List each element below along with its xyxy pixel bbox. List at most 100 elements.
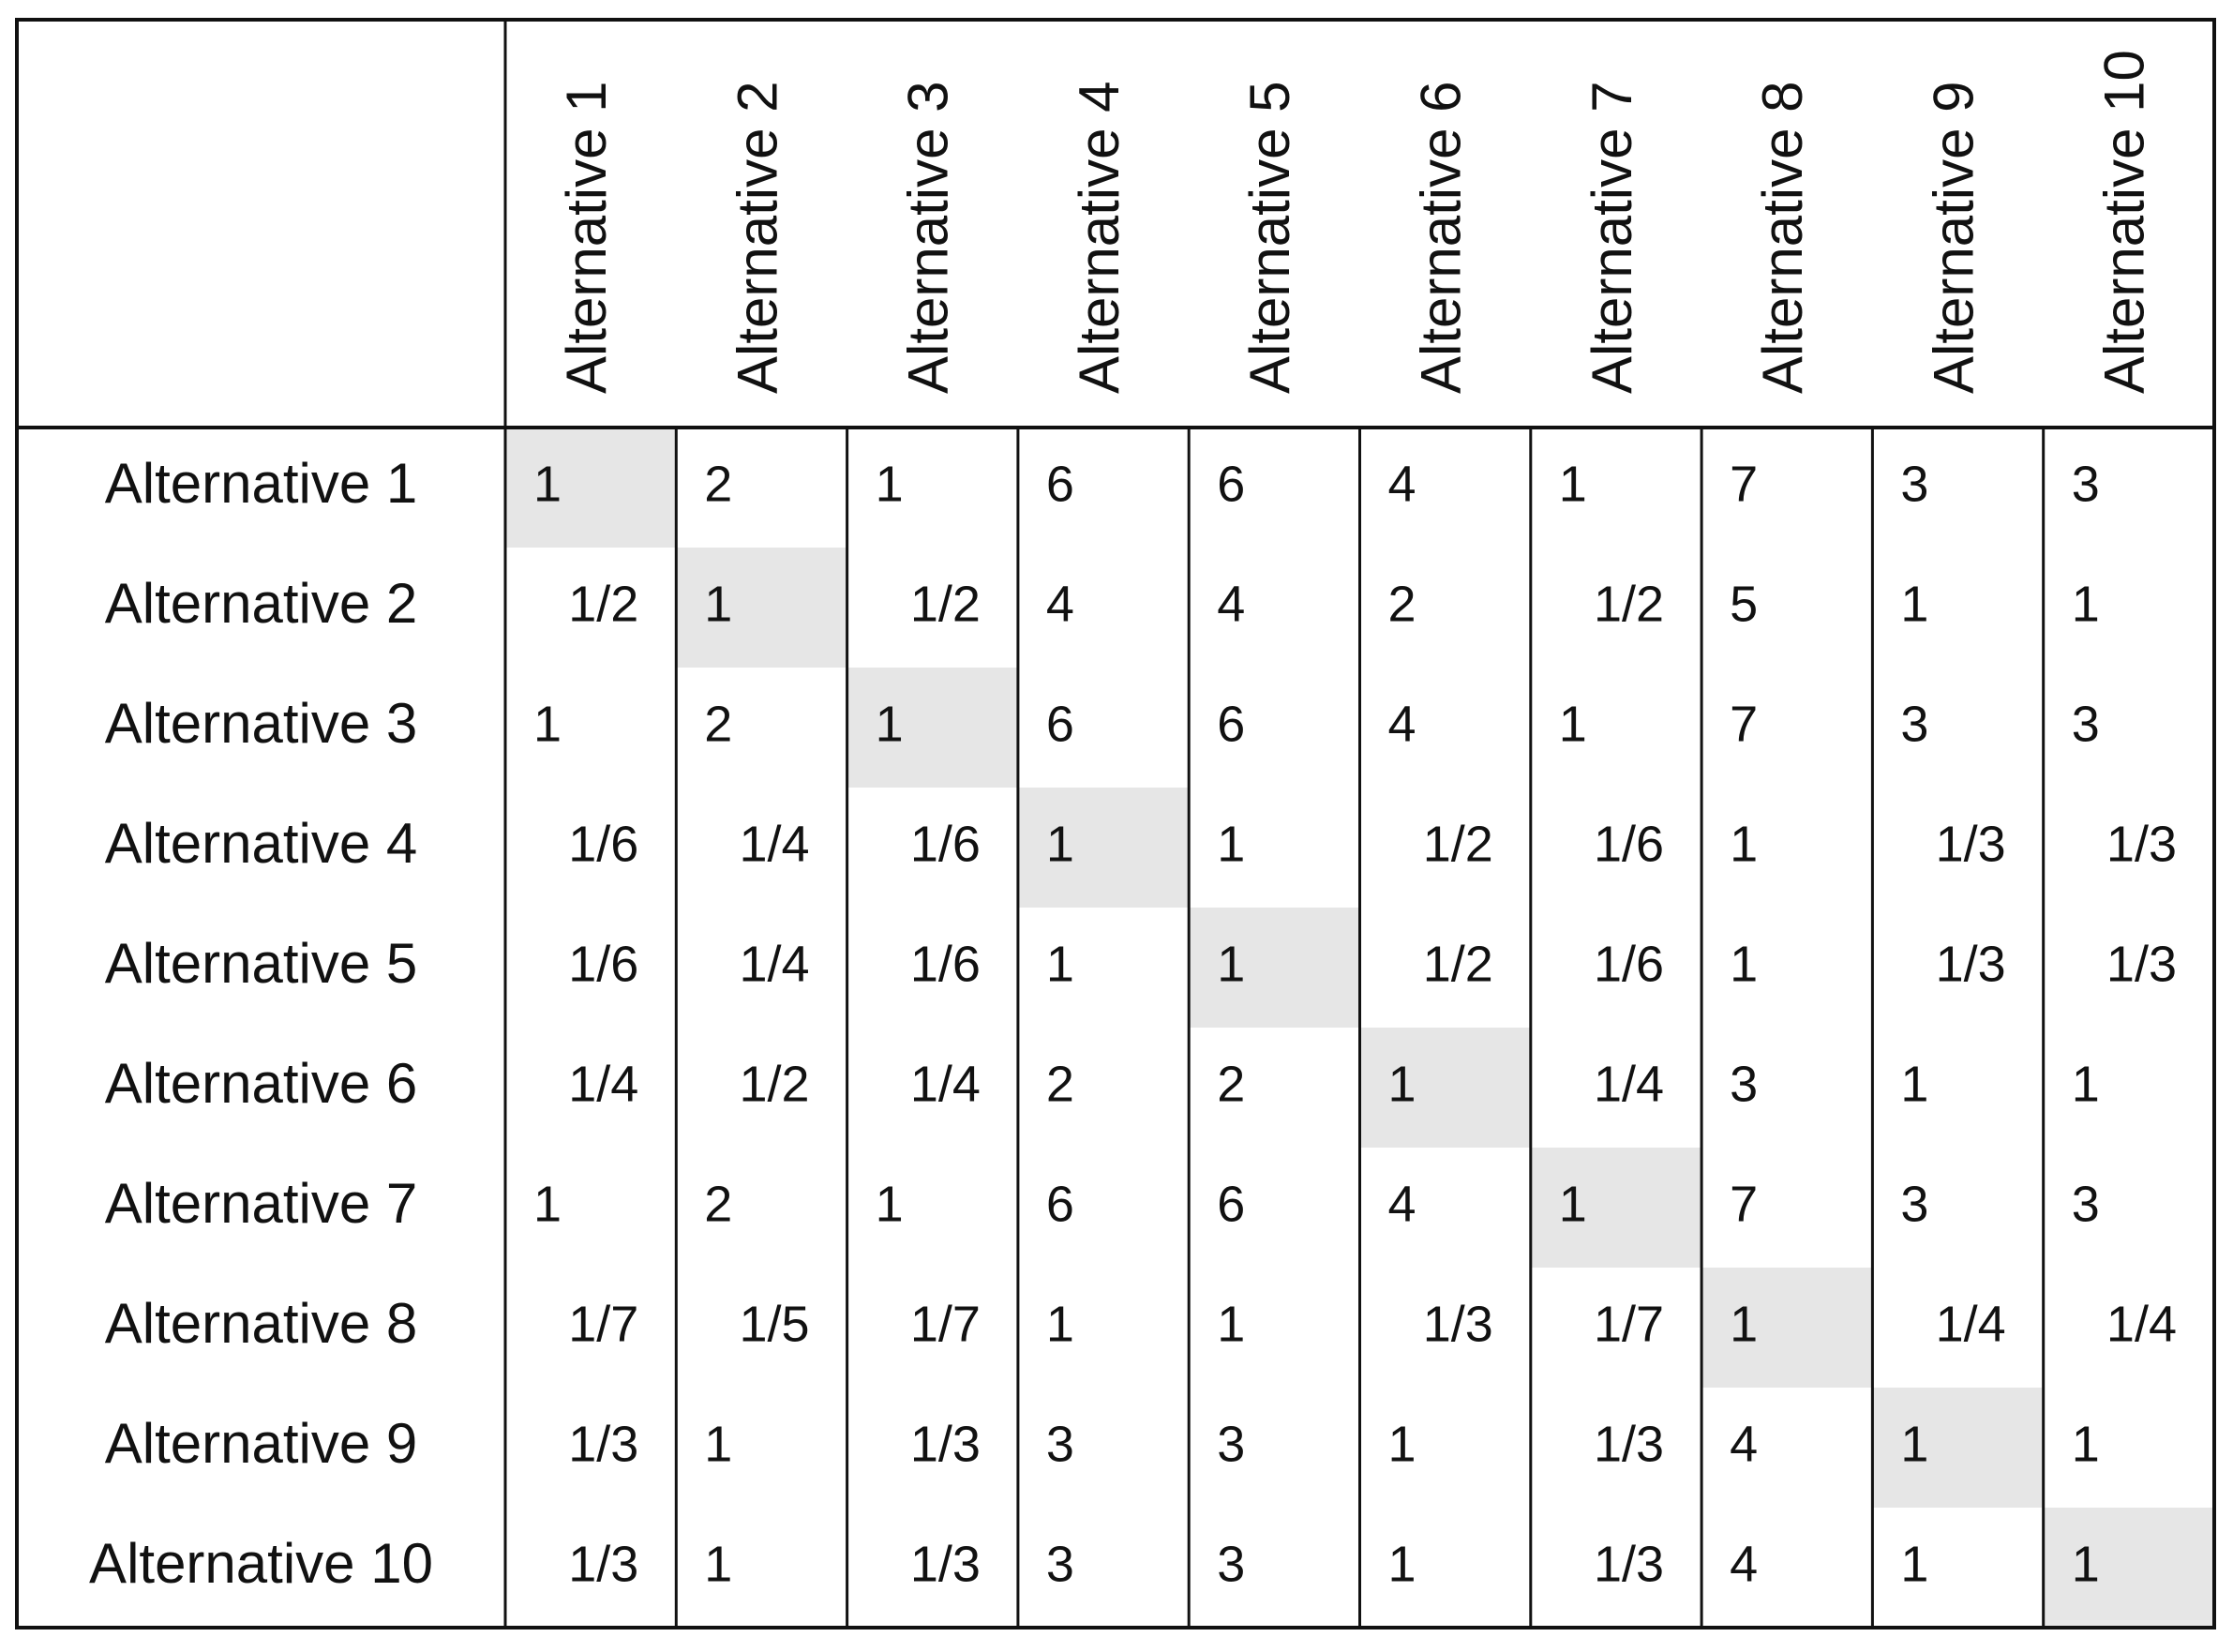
cell-value: 1/3	[1594, 1416, 1664, 1472]
cell-value: 1/4	[1936, 1296, 2006, 1352]
cell-value: 1/6	[1594, 816, 1664, 872]
column-header: Alternative 10	[2093, 50, 2156, 394]
diagonal-shade	[505, 428, 677, 548]
cell-value: 1	[2072, 1416, 2100, 1472]
cell-value: 2	[1046, 1056, 1074, 1112]
cell-value: 1	[2072, 1536, 2100, 1592]
diagonal-shade	[847, 668, 1018, 788]
cell-value: 6	[1046, 1176, 1074, 1232]
cell-value: 7	[1730, 1176, 1758, 1232]
column-header: Alternative 1	[555, 81, 618, 394]
cell-value: 1/3	[1594, 1536, 1664, 1592]
cell-value: 2	[704, 1176, 732, 1232]
cell-value: 1	[704, 1416, 732, 1472]
cell-value: 1/2	[910, 576, 981, 632]
cell-value: 3	[2072, 696, 2100, 752]
cell-value: 1	[876, 1176, 904, 1232]
cell-value: 1	[1900, 576, 1928, 632]
cell-value: 1/2	[1423, 936, 1493, 992]
cell-value: 3	[1217, 1536, 1245, 1592]
row-header: Alternative 10	[89, 1532, 433, 1595]
row-header: Alternative 2	[105, 572, 418, 635]
column-header: Alternative 4	[1068, 81, 1131, 394]
cell-value: 3	[1730, 1056, 1758, 1112]
cell-value: 2	[1217, 1056, 1245, 1112]
cell-value: 3	[1217, 1416, 1245, 1472]
cell-value: 1	[1388, 1536, 1416, 1592]
cell-value: 1/3	[568, 1416, 638, 1472]
cell-value: 1	[1217, 936, 1245, 992]
cell-value: 1	[1046, 1296, 1074, 1352]
cell-value: 1	[1388, 1416, 1416, 1472]
cell-value: 6	[1046, 696, 1074, 752]
row-header: Alternative 3	[105, 692, 418, 755]
cell-value: 1	[1730, 816, 1758, 872]
row-header: Alternative 8	[105, 1292, 418, 1355]
cell-value: 7	[1730, 456, 1758, 512]
cell-value: 4	[1730, 1416, 1758, 1472]
cell-value: 1/3	[568, 1536, 638, 1592]
cell-value: 1/3	[1423, 1296, 1493, 1352]
diagonal-shade	[1872, 1388, 2044, 1508]
column-header: Alternative 2	[726, 81, 788, 394]
cell-value: 1/3	[1936, 936, 2006, 992]
cell-value: 1	[1559, 696, 1587, 752]
cell-value: 1/7	[1594, 1296, 1664, 1352]
cell-value: 1	[1559, 456, 1587, 512]
column-header: Alternative 5	[1238, 81, 1301, 394]
cell-value: 4	[1388, 696, 1416, 752]
cell-value: 1	[1217, 1296, 1245, 1352]
cell-value: 1/6	[1594, 936, 1664, 992]
row-header: Alternative 9	[105, 1412, 418, 1475]
cell-value: 1	[1388, 1056, 1416, 1112]
cell-value: 3	[1900, 456, 1928, 512]
cell-value: 2	[704, 696, 732, 752]
diagonal-shade	[1530, 1148, 1702, 1268]
cell-value: 1	[1900, 1416, 1928, 1472]
cell-value: 1/7	[910, 1296, 981, 1352]
cell-value: 1	[1046, 816, 1074, 872]
cell-value: 4	[1388, 456, 1416, 512]
diagonal-shade	[1189, 908, 1360, 1028]
cell-value: 1/5	[740, 1296, 810, 1352]
cell-value: 1	[1559, 1176, 1587, 1232]
cell-value: 1/4	[2106, 1296, 2177, 1352]
cell-value: 5	[1730, 576, 1758, 632]
cell-value: 4	[1730, 1536, 1758, 1592]
cell-value: 1	[1900, 1536, 1928, 1592]
cell-value: 1	[876, 696, 904, 752]
cell-value: 1/2	[568, 576, 638, 632]
cell-value: 1	[533, 1176, 562, 1232]
cell-value: 4	[1388, 1176, 1416, 1232]
cell-value: 1	[1217, 816, 1245, 872]
cell-value: 3	[1900, 1176, 1928, 1232]
column-header: Alternative 7	[1581, 81, 1643, 394]
cell-value: 1/4	[568, 1056, 638, 1112]
diagonal-shade	[676, 548, 847, 668]
cell-value: 6	[1217, 1176, 1245, 1232]
column-header: Alternative 6	[1409, 81, 1472, 394]
cell-value: 1/4	[910, 1056, 981, 1112]
diagonal-shade	[1701, 1268, 1873, 1388]
cell-value: 1/3	[2106, 936, 2177, 992]
row-header: Alternative 7	[105, 1172, 418, 1235]
cell-value: 2	[1388, 576, 1416, 632]
diagonal-shade	[1017, 788, 1190, 908]
diagonal-shade	[1359, 1028, 1531, 1148]
diagonal-shade	[2043, 1508, 2214, 1628]
cell-value: 2	[704, 456, 732, 512]
cell-value: 3	[1046, 1536, 1074, 1592]
cell-value: 1	[704, 576, 732, 632]
cell-value: 1	[1046, 936, 1074, 992]
column-header: Alternative 8	[1751, 81, 1814, 394]
cell-value: 4	[1046, 576, 1074, 632]
cell-value: 1/3	[910, 1536, 981, 1592]
cell-value: 1/3	[2106, 816, 2177, 872]
cell-value: 1/2	[1423, 816, 1493, 872]
cell-value: 1/2	[740, 1056, 810, 1112]
cell-value: 1	[704, 1536, 732, 1592]
cell-value: 1/6	[568, 816, 638, 872]
cell-value: 3	[2072, 1176, 2100, 1232]
cell-value: 1/4	[740, 936, 810, 992]
